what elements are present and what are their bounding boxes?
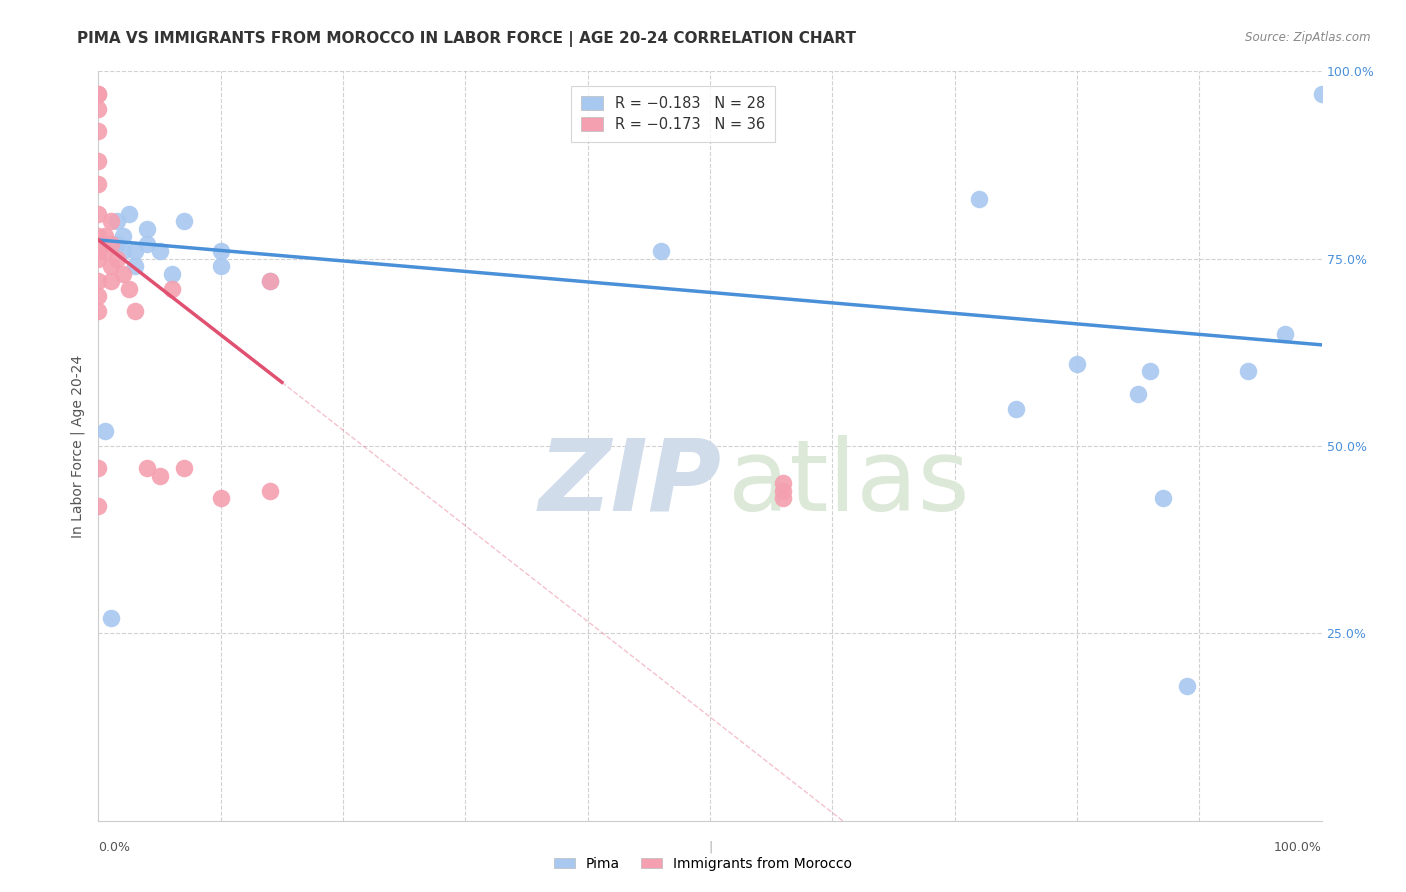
Point xyxy=(1310,87,1333,101)
Point xyxy=(124,259,146,273)
Point xyxy=(118,282,141,296)
Point xyxy=(105,252,128,266)
Point xyxy=(100,274,122,288)
Point xyxy=(1237,364,1260,378)
Point xyxy=(173,214,195,228)
Point xyxy=(87,207,110,221)
Point xyxy=(118,207,141,221)
Point xyxy=(160,282,183,296)
Point xyxy=(100,611,122,625)
Point xyxy=(87,274,110,288)
Point xyxy=(136,236,159,251)
Text: |: | xyxy=(707,840,713,854)
Point xyxy=(87,289,110,303)
Point xyxy=(1274,326,1296,341)
Point xyxy=(1128,386,1150,401)
Point xyxy=(259,274,281,288)
Point xyxy=(93,424,115,438)
Point xyxy=(100,236,122,251)
Point xyxy=(136,461,159,475)
Point xyxy=(87,304,110,318)
Point xyxy=(259,483,281,498)
Text: atlas: atlas xyxy=(728,435,970,532)
Point xyxy=(87,87,110,101)
Point xyxy=(124,304,146,318)
Point xyxy=(1066,357,1088,371)
Text: 0.0%: 0.0% xyxy=(98,840,131,854)
Point xyxy=(93,244,115,259)
Point xyxy=(149,244,172,259)
Point xyxy=(87,102,110,116)
Point xyxy=(87,236,110,251)
Text: ZIP: ZIP xyxy=(538,435,721,532)
Legend: R = −0.183   N = 28, R = −0.173   N = 36: R = −0.183 N = 28, R = −0.173 N = 36 xyxy=(571,87,776,143)
Point xyxy=(650,244,672,259)
Point xyxy=(173,461,195,475)
Point xyxy=(87,252,110,266)
Point xyxy=(93,229,115,244)
Point xyxy=(87,124,110,138)
Point xyxy=(105,236,128,251)
Point xyxy=(136,221,159,235)
Point xyxy=(1004,401,1026,416)
Point xyxy=(772,491,794,506)
Point xyxy=(111,244,134,259)
Point xyxy=(87,154,110,169)
Point xyxy=(1152,491,1174,506)
Text: PIMA VS IMMIGRANTS FROM MOROCCO IN LABOR FORCE | AGE 20-24 CORRELATION CHART: PIMA VS IMMIGRANTS FROM MOROCCO IN LABOR… xyxy=(77,31,856,47)
Point xyxy=(209,491,232,506)
Point xyxy=(100,259,122,273)
Point xyxy=(87,244,110,259)
Text: 100.0%: 100.0% xyxy=(1274,840,1322,854)
Point xyxy=(87,177,110,191)
Point xyxy=(111,229,134,244)
Point xyxy=(87,461,110,475)
Point xyxy=(87,87,110,101)
Point xyxy=(160,267,183,281)
Y-axis label: In Labor Force | Age 20-24: In Labor Force | Age 20-24 xyxy=(70,354,84,538)
Legend: Pima, Immigrants from Morocco: Pima, Immigrants from Morocco xyxy=(548,851,858,876)
Text: Source: ZipAtlas.com: Source: ZipAtlas.com xyxy=(1246,31,1371,45)
Point xyxy=(100,214,122,228)
Point xyxy=(87,499,110,513)
Point xyxy=(1175,679,1198,693)
Point xyxy=(209,259,232,273)
Point xyxy=(967,192,990,206)
Point xyxy=(105,214,128,228)
Point xyxy=(1139,364,1161,378)
Point xyxy=(259,274,281,288)
Point xyxy=(209,244,232,259)
Point xyxy=(124,244,146,259)
Point xyxy=(772,483,794,498)
Point xyxy=(87,229,110,244)
Point xyxy=(111,267,134,281)
Point xyxy=(772,476,794,491)
Point xyxy=(149,469,172,483)
